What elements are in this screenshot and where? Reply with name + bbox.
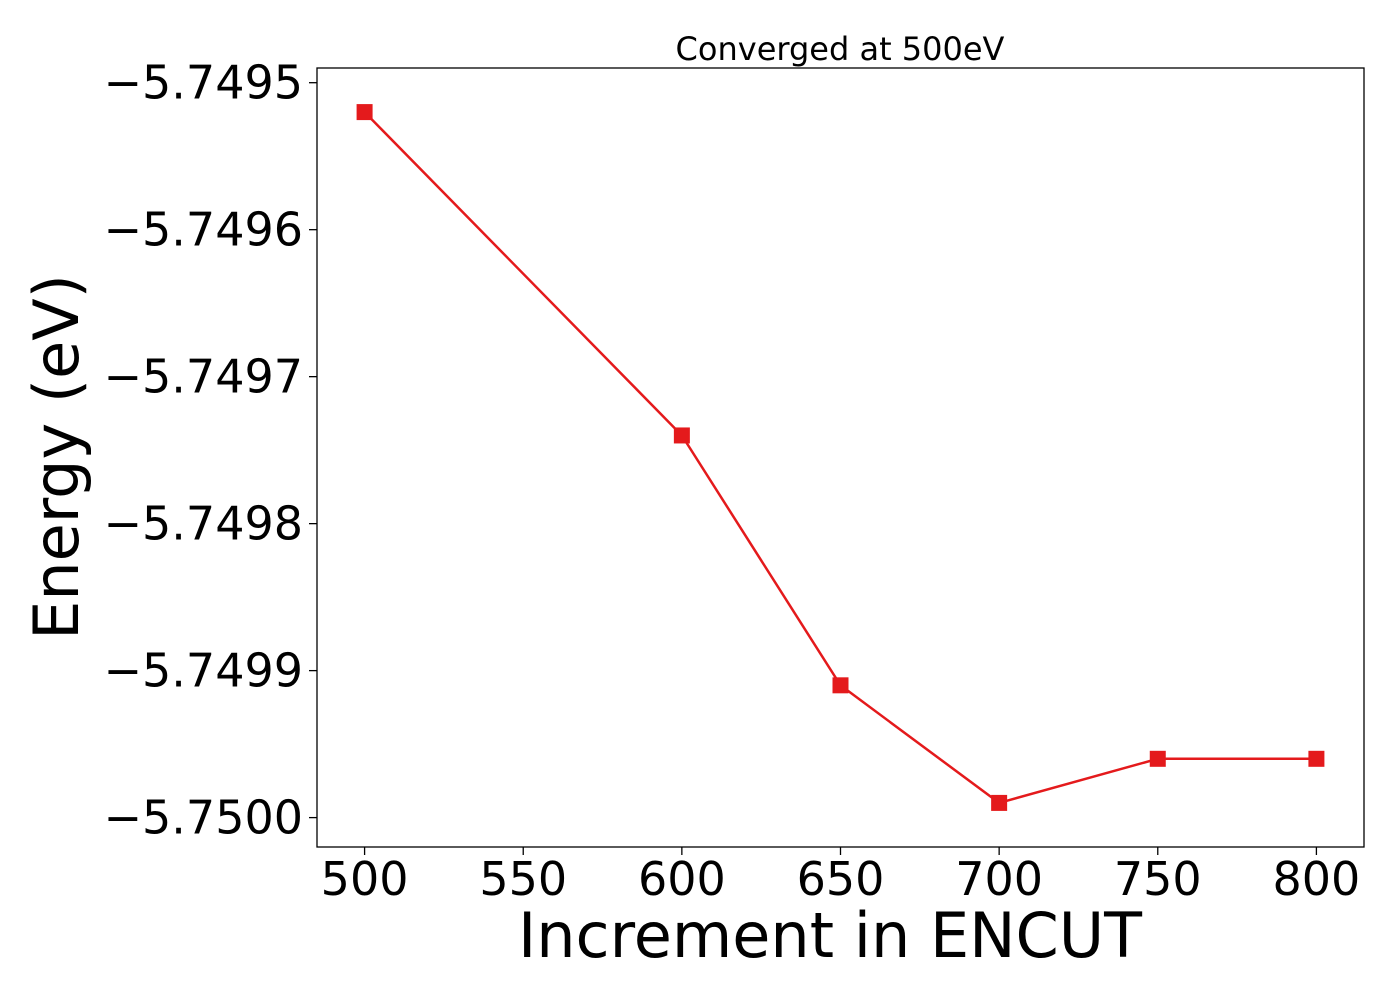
plot-area: 500 550 600 650 700 750 800 −5.7495 −5.7496 −5.74…: [104, 56, 1365, 906]
y-tick-label: −5.7500: [104, 791, 304, 845]
data-point-marker: [356, 104, 373, 121]
x-tick-label: 650: [797, 852, 885, 906]
y-tick-label: −5.7495: [104, 56, 304, 110]
chart-title: Converged at 500eV: [676, 30, 1005, 68]
y-axis-title: Energy (eV): [20, 274, 93, 640]
plot-frame: [316, 67, 1365, 848]
x-tick-label: 500: [321, 852, 409, 906]
x-tick-label: 600: [638, 852, 726, 906]
data-point-marker: [991, 794, 1008, 811]
y-tick-label: −5.7497: [104, 350, 304, 404]
x-tick-label: 700: [955, 852, 1043, 906]
x-tick-label: 800: [1273, 852, 1361, 906]
x-tick-label: 750: [1114, 852, 1202, 906]
data-point-marker: [1149, 750, 1166, 767]
y-tick-label: −5.7498: [104, 497, 304, 551]
y-tick-label: −5.7499: [104, 644, 304, 698]
x-axis-title: Increment in ENCUT: [518, 899, 1143, 972]
y-tick-label: −5.7496: [104, 203, 304, 257]
data-point-marker: [1308, 750, 1325, 767]
energy-series-line: [363, 111, 1317, 805]
x-tick-label: 550: [479, 852, 567, 906]
data-point-marker: [832, 677, 849, 694]
data-point-marker: [673, 427, 690, 444]
